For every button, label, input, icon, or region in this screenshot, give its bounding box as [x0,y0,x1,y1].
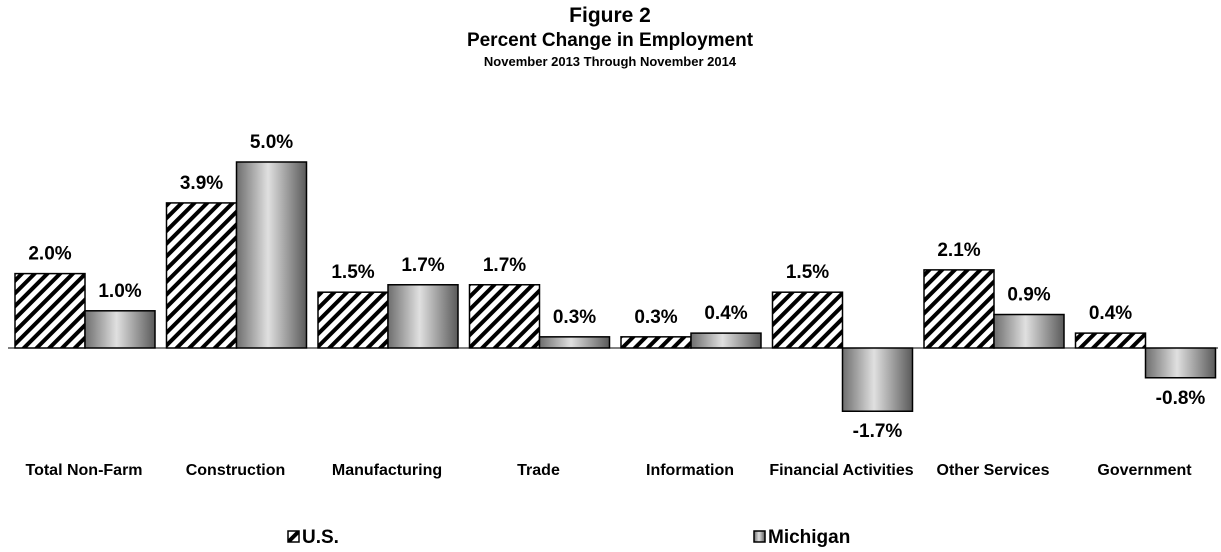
chart-title: Figure 2 [569,4,651,27]
bar [14,272,86,349]
x-tick-label: Total Non-Farm [25,462,143,479]
data-label: 0.3% [634,307,677,328]
legend-swatch [287,530,300,543]
legend-label: Michigan [768,527,850,548]
legend-label: U.S. [302,527,339,548]
x-tick-label: Government [1097,462,1192,479]
data-label: 1.7% [401,255,444,276]
chart-subtitle: November 2013 Through November 2014 [484,54,737,69]
bar [993,313,1065,349]
bar [235,161,308,349]
data-label: 0.3% [553,307,596,328]
x-tick-label: Trade [517,462,560,479]
data-label: 1.7% [483,255,526,276]
data-label: 1.0% [98,281,141,302]
data-label: -0.8% [1156,388,1206,409]
x-tick-label: Manufacturing [331,462,443,479]
x-tick-label: Information [646,462,734,479]
bar [387,284,459,349]
data-label: 2.0% [28,244,71,265]
data-label: 2.1% [937,240,980,261]
bar [1074,332,1147,349]
bar [841,347,914,412]
bar [923,269,995,349]
bar [468,284,541,349]
x-tick-label: Construction [185,462,286,479]
bar [690,332,762,349]
data-label: 0.4% [1089,303,1132,324]
data-label: 0.9% [1007,285,1050,306]
bar [317,291,389,349]
data-label: -1.7% [853,421,903,442]
data-label: 1.5% [786,262,829,283]
data-label: 0.4% [704,303,747,324]
data-label: 1.5% [331,262,374,283]
legend-swatch [753,530,766,543]
x-tick-label: Financial Activities [769,462,914,479]
x-tick-label: Other Services [936,462,1050,479]
bar [1144,347,1217,379]
data-label: 3.9% [180,173,223,194]
chart-subtitle: Percent Change in Employment [467,30,754,51]
data-label: 5.0% [250,132,293,153]
bar [620,336,692,349]
bar [84,310,156,349]
bar [538,336,611,349]
bar [165,202,238,349]
bar [771,291,844,349]
